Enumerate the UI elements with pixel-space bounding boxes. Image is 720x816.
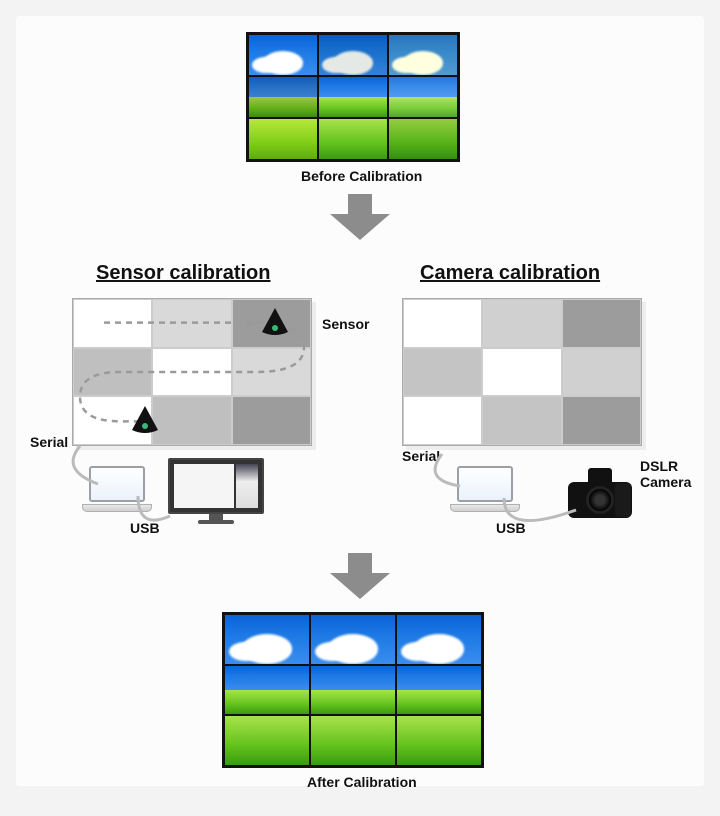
label-dslr-camera: DSLR Camera	[640, 458, 691, 490]
videowall-after	[222, 612, 484, 768]
videowall-before	[246, 32, 460, 162]
sensor-device-icon	[258, 306, 292, 336]
heading-sensor-calibration: Sensor calibration	[96, 262, 271, 285]
heading-camera-calibration: Camera calibration	[420, 262, 600, 285]
cable-usb-right	[480, 492, 620, 562]
caption-after: After Calibration	[307, 774, 417, 790]
arrow-methods-to-after	[330, 553, 390, 599]
camera-calibration-wall	[402, 298, 642, 446]
label-sensor: Sensor	[322, 316, 369, 332]
cable-usb-left	[110, 490, 230, 560]
caption-before: Before Calibration	[301, 168, 422, 184]
arrow-before-to-methods	[330, 194, 390, 240]
